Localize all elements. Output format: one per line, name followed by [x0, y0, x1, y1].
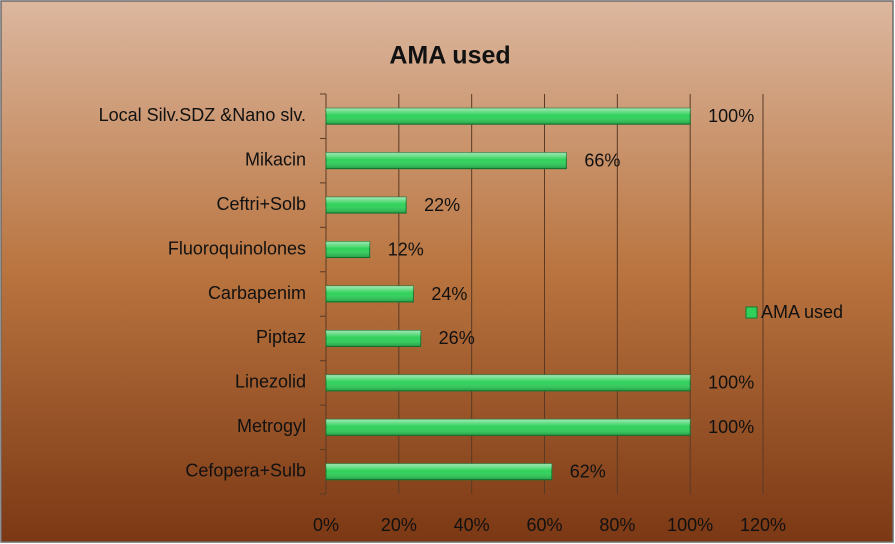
x-tick-label: 100% [667, 515, 713, 535]
y-tick-label: Local Silv.SDZ &Nano slv. [99, 105, 306, 125]
chart-title: AMA used [389, 42, 510, 70]
y-tick-label: Mikacin [245, 149, 306, 169]
bar-shine [326, 241, 370, 258]
y-tick-label: Ceftri+Solb [216, 194, 306, 214]
value-label: 24% [431, 284, 467, 304]
bar-shine [326, 463, 552, 480]
y-tick-label: Carbapenim [208, 283, 306, 303]
y-tick-label: Metrogyl [237, 416, 306, 436]
x-tick-label: 40% [454, 515, 490, 535]
legend-swatch [745, 306, 758, 319]
bar-shine [326, 419, 691, 436]
x-tick-label: 20% [381, 515, 417, 535]
bar-shine [326, 152, 567, 169]
value-label: 62% [570, 462, 606, 482]
x-tick-label: 80% [599, 515, 635, 535]
value-label: 100% [708, 417, 754, 437]
y-tick-label: Fluoroquinolones [168, 238, 306, 258]
bar-shine [326, 374, 691, 391]
y-tick-label: Cefopera+Sulb [185, 461, 306, 481]
value-label: 100% [708, 373, 754, 393]
bar-shine [326, 286, 414, 302]
value-label: 22% [424, 195, 460, 215]
x-tick-label: 60% [526, 515, 562, 535]
value-label: 100% [708, 106, 754, 126]
y-tick-label: Linezolid [235, 372, 306, 392]
x-tick-label: 0% [313, 515, 339, 535]
bar-shine [326, 108, 691, 125]
bar-shine [326, 197, 407, 214]
value-label: 12% [388, 239, 424, 259]
value-label: 26% [439, 328, 475, 348]
value-label: 66% [584, 150, 620, 170]
legend-label: AMA used [761, 302, 843, 322]
y-tick-label: Piptaz [256, 327, 306, 347]
x-tick-label: 120% [740, 515, 786, 535]
bar-shine [326, 330, 421, 347]
